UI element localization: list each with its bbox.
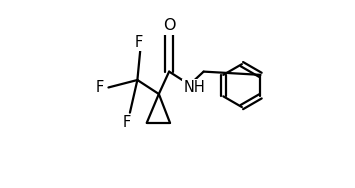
Text: F: F — [96, 80, 104, 95]
Text: O: O — [163, 18, 175, 33]
Text: NH: NH — [184, 80, 205, 95]
Text: F: F — [135, 35, 143, 50]
Text: F: F — [123, 115, 131, 130]
